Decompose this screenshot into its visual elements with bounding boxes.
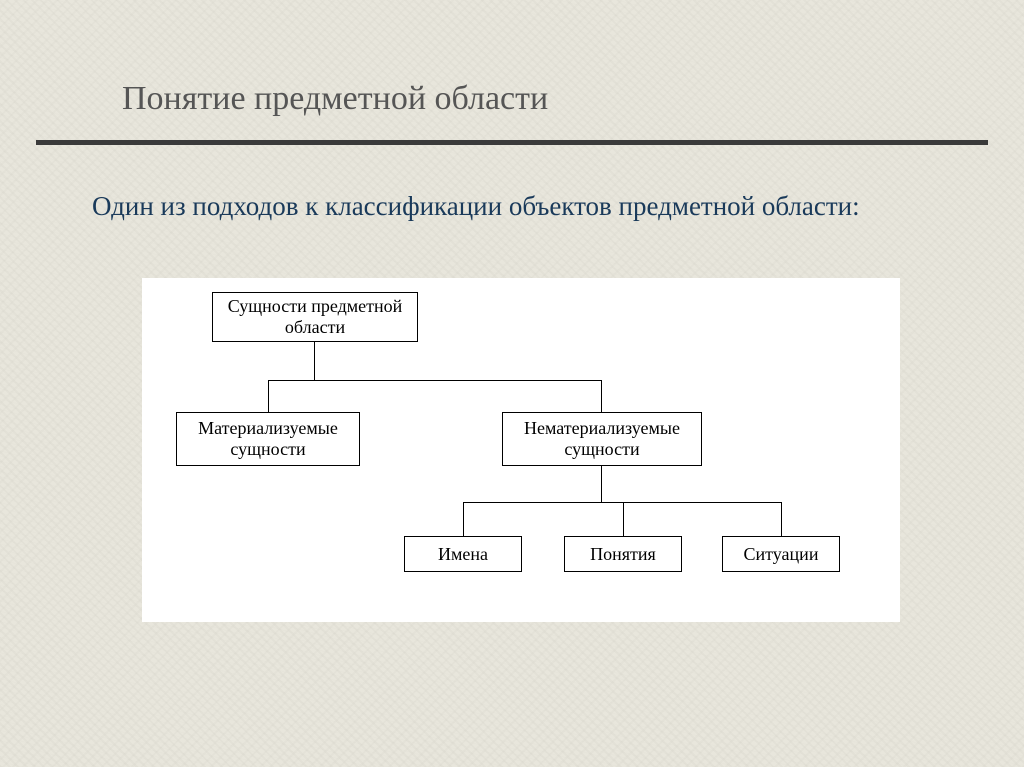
- title-divider: [36, 140, 988, 145]
- node-root: Сущности предметнойобласти: [212, 292, 418, 342]
- edge-to-concepts: [623, 502, 624, 536]
- node-names: Имена: [404, 536, 522, 572]
- edge-level2-horizontal: [463, 502, 781, 503]
- slide-subtitle: Один из подходов к классификации объекто…: [92, 190, 912, 224]
- node-nonmaterializable-label: Нематериализуемыесущности: [524, 418, 680, 459]
- node-concepts-label: Понятия: [590, 544, 656, 565]
- edge-to-situations: [781, 502, 782, 536]
- node-concepts: Понятия: [564, 536, 682, 572]
- edge-to-materializable: [268, 380, 269, 412]
- node-root-label: Сущности предметнойобласти: [228, 296, 403, 337]
- edge-level1-horizontal: [268, 380, 602, 381]
- diagram-panel: Сущности предметнойобласти Материализуем…: [142, 278, 900, 622]
- edge-to-nonmaterializable: [601, 380, 602, 412]
- node-nonmaterializable: Нематериализуемыесущности: [502, 412, 702, 466]
- edge-to-names: [463, 502, 464, 536]
- node-materializable: Материализуемыесущности: [176, 412, 360, 466]
- node-names-label: Имена: [438, 544, 488, 565]
- edge-nonmat-stub: [601, 466, 602, 502]
- node-situations: Ситуации: [722, 536, 840, 572]
- node-materializable-label: Материализуемыесущности: [198, 418, 338, 459]
- slide-title: Понятие предметной области: [122, 80, 548, 118]
- edge-root-stub: [314, 342, 315, 380]
- node-situations-label: Ситуации: [744, 544, 819, 565]
